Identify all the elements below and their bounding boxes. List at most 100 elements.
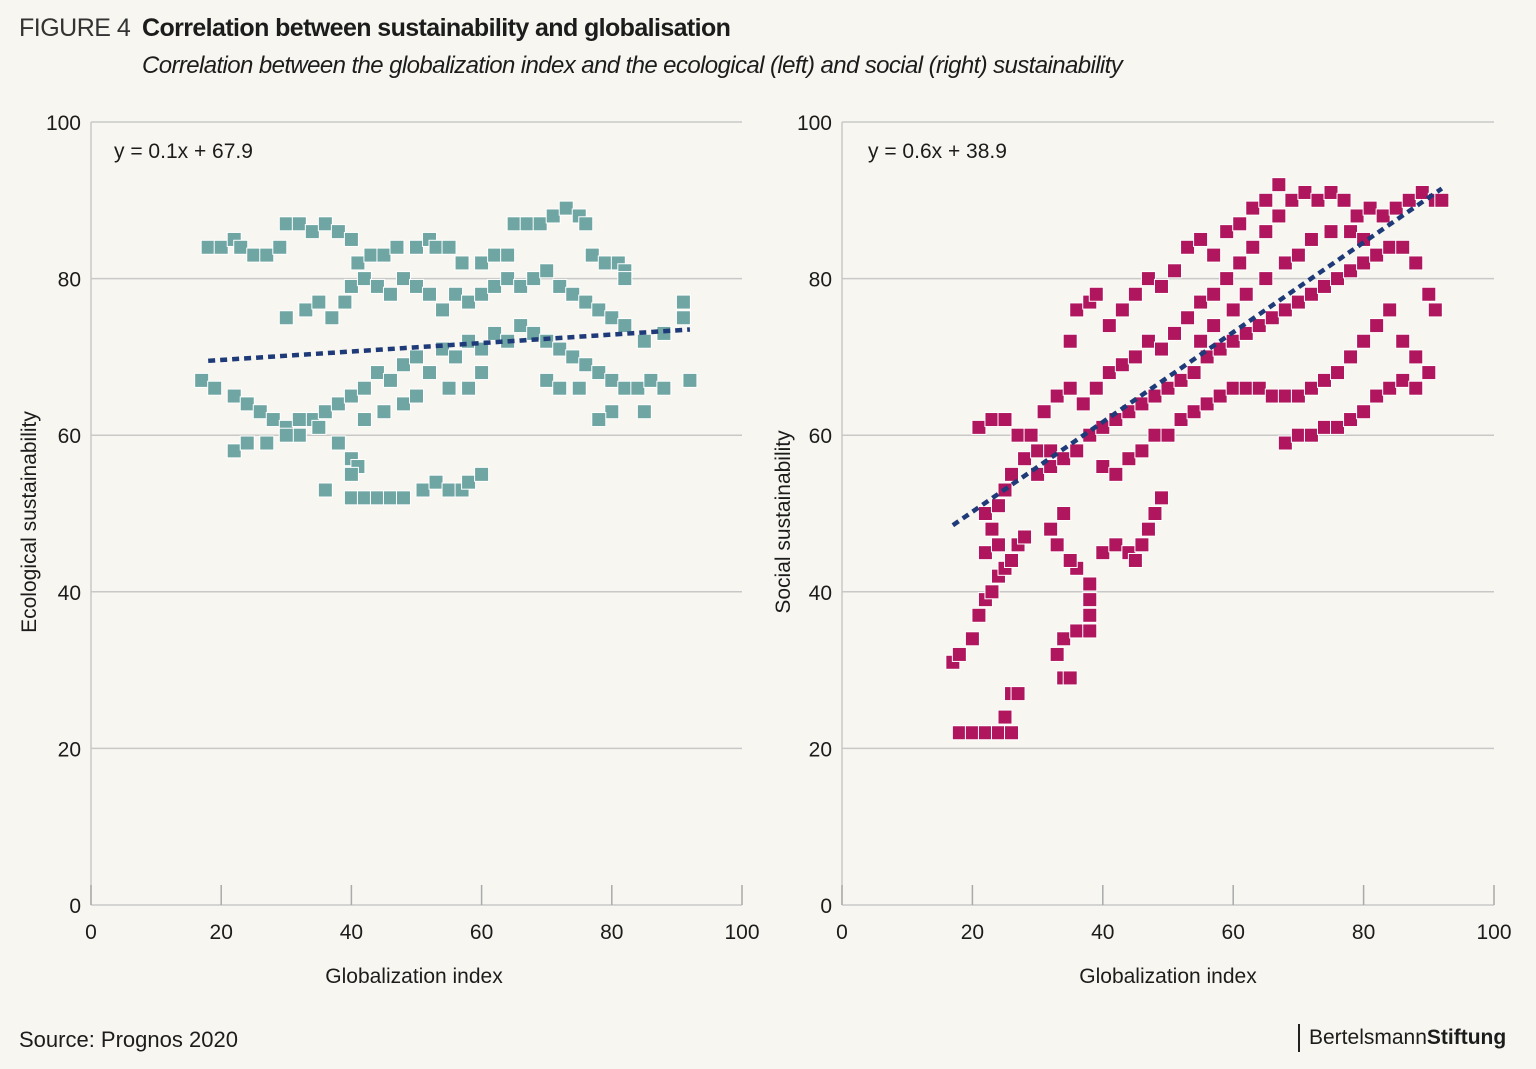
data-point: [1232, 255, 1248, 271]
data-point: [1134, 537, 1150, 553]
data-point: [1088, 380, 1104, 396]
data-point: [1277, 388, 1293, 404]
data-point: [1225, 302, 1241, 318]
data-point: [1193, 333, 1209, 349]
data-point: [441, 482, 457, 498]
data-point: [1238, 325, 1254, 341]
data-point: [1356, 333, 1372, 349]
data-point: [1238, 380, 1254, 396]
y-tick-label: 80: [809, 269, 832, 292]
data-point: [474, 341, 490, 357]
data-point: [1382, 239, 1398, 255]
data-point: [1395, 239, 1411, 255]
data-point: [317, 216, 333, 232]
data-point: [1127, 349, 1143, 365]
data-point: [1095, 459, 1111, 475]
data-point: [1062, 333, 1078, 349]
data-point: [1153, 278, 1169, 294]
data-point: [1290, 388, 1306, 404]
data-point: [552, 380, 568, 396]
data-point: [552, 278, 568, 294]
data-point: [552, 341, 568, 357]
data-point: [1069, 302, 1085, 318]
y-tick-label: 20: [809, 738, 832, 761]
data-point: [291, 412, 307, 428]
data-point: [487, 247, 503, 263]
data-point: [1010, 427, 1026, 443]
data-point: [1140, 271, 1156, 287]
data-point: [259, 435, 275, 451]
data-point: [422, 286, 438, 302]
data-point: [474, 365, 490, 381]
data-point: [1258, 224, 1274, 240]
data-point: [1330, 365, 1346, 381]
data-point: [395, 271, 411, 287]
data-point: [984, 584, 1000, 600]
data-point: [1140, 521, 1156, 537]
data-point: [1225, 333, 1241, 349]
data-point: [1382, 380, 1398, 396]
y-tick-label: 0: [69, 895, 81, 918]
data-point: [487, 325, 503, 341]
data-point: [1297, 184, 1313, 200]
data-point: [330, 435, 346, 451]
data-point: [448, 349, 464, 365]
data-point: [1088, 286, 1104, 302]
data-point: [304, 224, 320, 240]
data-point: [584, 247, 600, 263]
data-point: [428, 239, 444, 255]
data-point: [1004, 552, 1020, 568]
data-point: [1408, 255, 1424, 271]
data-point: [278, 310, 294, 326]
data-point: [591, 302, 607, 318]
data-point: [1395, 333, 1411, 349]
data-point: [977, 725, 993, 741]
y-tick-label: 80: [58, 269, 81, 292]
data-point: [1043, 521, 1059, 537]
data-point: [311, 294, 327, 310]
y-tick-label: 60: [58, 425, 81, 448]
data-point: [1258, 192, 1274, 208]
data-point: [1356, 404, 1372, 420]
data-point: [500, 271, 516, 287]
data-point: [630, 380, 646, 396]
data-point: [1056, 506, 1072, 521]
data-point: [1049, 646, 1065, 662]
figure-label: FIGURE 4: [19, 14, 131, 42]
data-point: [617, 380, 633, 396]
chart-title: Correlation between sustainability and g…: [142, 14, 731, 42]
data-point: [1408, 380, 1424, 396]
data-point: [1160, 380, 1176, 396]
data-point: [1362, 200, 1378, 216]
data-point: [409, 278, 424, 294]
data-point: [395, 490, 411, 506]
data-point: [1082, 623, 1098, 639]
data-point: [1062, 380, 1078, 396]
data-point: [604, 372, 620, 388]
data-point: [265, 412, 281, 428]
data-point: [675, 294, 691, 310]
x-tick-label: 0: [836, 921, 848, 944]
y-tick-label: 100: [797, 112, 832, 135]
data-point: [1421, 365, 1437, 381]
data-point: [200, 239, 216, 255]
data-point: [213, 239, 229, 255]
data-point: [1082, 607, 1098, 623]
data-point: [578, 216, 594, 232]
x-tick-label: 60: [470, 921, 493, 944]
data-point: [591, 412, 607, 428]
data-point: [1147, 506, 1163, 521]
data-point: [1219, 224, 1235, 240]
data-point: [343, 231, 359, 247]
data-point: [343, 388, 359, 404]
data-point: [474, 286, 490, 302]
data-point: [1382, 302, 1398, 318]
data-point: [1069, 623, 1085, 639]
data-point: [1395, 372, 1411, 388]
data-point: [1277, 255, 1293, 271]
data-point: [964, 631, 980, 647]
data-point: [1388, 200, 1404, 216]
data-point: [571, 380, 587, 396]
data-point: [428, 474, 444, 490]
